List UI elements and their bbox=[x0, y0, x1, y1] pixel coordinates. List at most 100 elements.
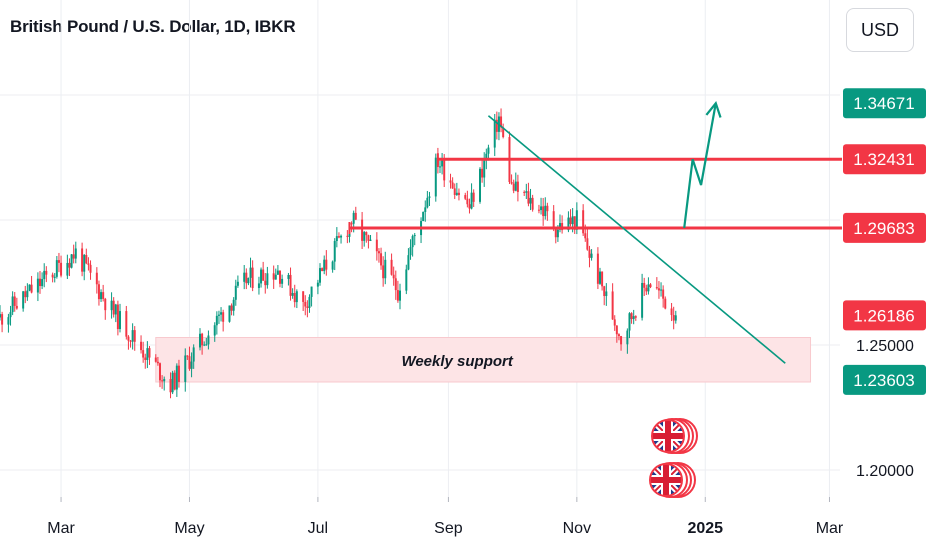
projection-arrowhead bbox=[705, 100, 722, 118]
candle-body bbox=[207, 335, 210, 345]
candle-body bbox=[24, 291, 27, 298]
candle-body bbox=[220, 312, 223, 315]
candle-body bbox=[426, 197, 429, 208]
candle-body bbox=[333, 241, 336, 262]
candle-body bbox=[43, 270, 46, 280]
candle-body bbox=[13, 296, 16, 306]
candle-body bbox=[129, 340, 132, 342]
candle-body bbox=[68, 262, 71, 268]
candle-body bbox=[645, 287, 648, 292]
candle-body bbox=[424, 207, 427, 213]
candle-body bbox=[281, 278, 284, 284]
candle-body bbox=[354, 212, 357, 220]
uk-flag-icon[interactable] bbox=[651, 418, 698, 454]
price-tag bbox=[843, 364, 926, 395]
candle-body bbox=[546, 205, 549, 212]
candle-body bbox=[323, 259, 326, 272]
candle-body bbox=[626, 330, 629, 345]
candle-body bbox=[100, 292, 103, 300]
candle-body bbox=[144, 357, 147, 361]
uk-flag-icon[interactable] bbox=[649, 462, 696, 498]
trendline bbox=[487, 115, 786, 364]
currency-button[interactable]: USD bbox=[846, 8, 914, 52]
candle-body bbox=[125, 311, 128, 337]
candle-body bbox=[468, 204, 471, 209]
price-tag bbox=[843, 144, 926, 175]
candle-body bbox=[291, 293, 294, 296]
candle-body bbox=[392, 274, 395, 279]
candle-body bbox=[495, 119, 498, 132]
candle-body bbox=[186, 355, 189, 357]
candle-body bbox=[441, 159, 444, 167]
candle-body bbox=[409, 247, 412, 256]
candle-body bbox=[470, 192, 473, 209]
price-tag-label: 1.29683 bbox=[853, 219, 914, 238]
candle-body bbox=[310, 286, 313, 297]
candle-body bbox=[188, 356, 191, 369]
candle-body bbox=[203, 344, 206, 346]
candle-body bbox=[133, 330, 136, 342]
price-axis[interactable]: 1.25000 1.20000 bbox=[856, 338, 914, 480]
flag-cross-red bbox=[663, 464, 669, 496]
candle-body bbox=[590, 253, 593, 258]
candle-body bbox=[523, 191, 526, 193]
candle-body bbox=[161, 380, 164, 382]
candle-body bbox=[264, 280, 267, 286]
candle-body bbox=[601, 271, 604, 287]
price-tag-label: 1.26186 bbox=[853, 306, 914, 325]
candle-body bbox=[641, 282, 644, 318]
time-axis[interactable]: Mar May Jul Sep Nov 2025 Mar bbox=[47, 497, 844, 537]
candle-body bbox=[443, 159, 446, 181]
candle-body bbox=[87, 263, 90, 265]
candle-body bbox=[571, 216, 574, 225]
support-zone-label: Weekly support bbox=[401, 353, 513, 370]
candle-body bbox=[57, 260, 60, 263]
candle-body bbox=[321, 268, 324, 272]
candle-body bbox=[529, 197, 532, 204]
candle-body bbox=[41, 279, 44, 287]
candle-body bbox=[487, 147, 490, 154]
candle-body bbox=[615, 325, 618, 335]
candle-body bbox=[262, 269, 265, 281]
candle-body bbox=[260, 269, 263, 284]
candle-body bbox=[0, 314, 1, 318]
candle-body bbox=[542, 206, 545, 217]
candle-body bbox=[116, 304, 119, 330]
candle-body bbox=[173, 372, 176, 390]
candle-body bbox=[540, 206, 543, 211]
candle-body bbox=[510, 181, 513, 184]
candle-body bbox=[649, 284, 652, 288]
candle-body bbox=[325, 259, 328, 270]
chart-drawings bbox=[487, 100, 786, 364]
candle-body bbox=[662, 289, 665, 299]
candle-body bbox=[567, 217, 570, 231]
candle-body bbox=[163, 379, 166, 382]
candle-body bbox=[660, 289, 663, 291]
candle-body bbox=[603, 286, 606, 297]
candle-body bbox=[184, 355, 187, 382]
candle-body bbox=[36, 278, 39, 293]
candle-body bbox=[140, 341, 143, 351]
candle-body bbox=[272, 273, 275, 280]
candle-body bbox=[512, 183, 515, 191]
candle-body bbox=[319, 268, 321, 283]
candle-body bbox=[582, 210, 585, 234]
candle-body bbox=[15, 305, 18, 309]
candle-body bbox=[26, 290, 29, 298]
candle-body bbox=[247, 277, 250, 284]
candle-body bbox=[95, 272, 98, 285]
candle-body bbox=[634, 316, 637, 318]
candle-body bbox=[66, 262, 69, 276]
candle-body bbox=[119, 311, 121, 330]
candle-body bbox=[251, 267, 254, 289]
candle-body bbox=[295, 291, 298, 303]
candle-body bbox=[55, 260, 58, 277]
candle-body bbox=[500, 116, 503, 128]
candle-body bbox=[22, 291, 25, 309]
price-axis-label: 1.25000 bbox=[856, 338, 914, 355]
candle-body bbox=[302, 291, 305, 302]
candle-body bbox=[657, 288, 660, 291]
economic-events[interactable] bbox=[649, 418, 698, 498]
candle-body bbox=[655, 287, 658, 289]
